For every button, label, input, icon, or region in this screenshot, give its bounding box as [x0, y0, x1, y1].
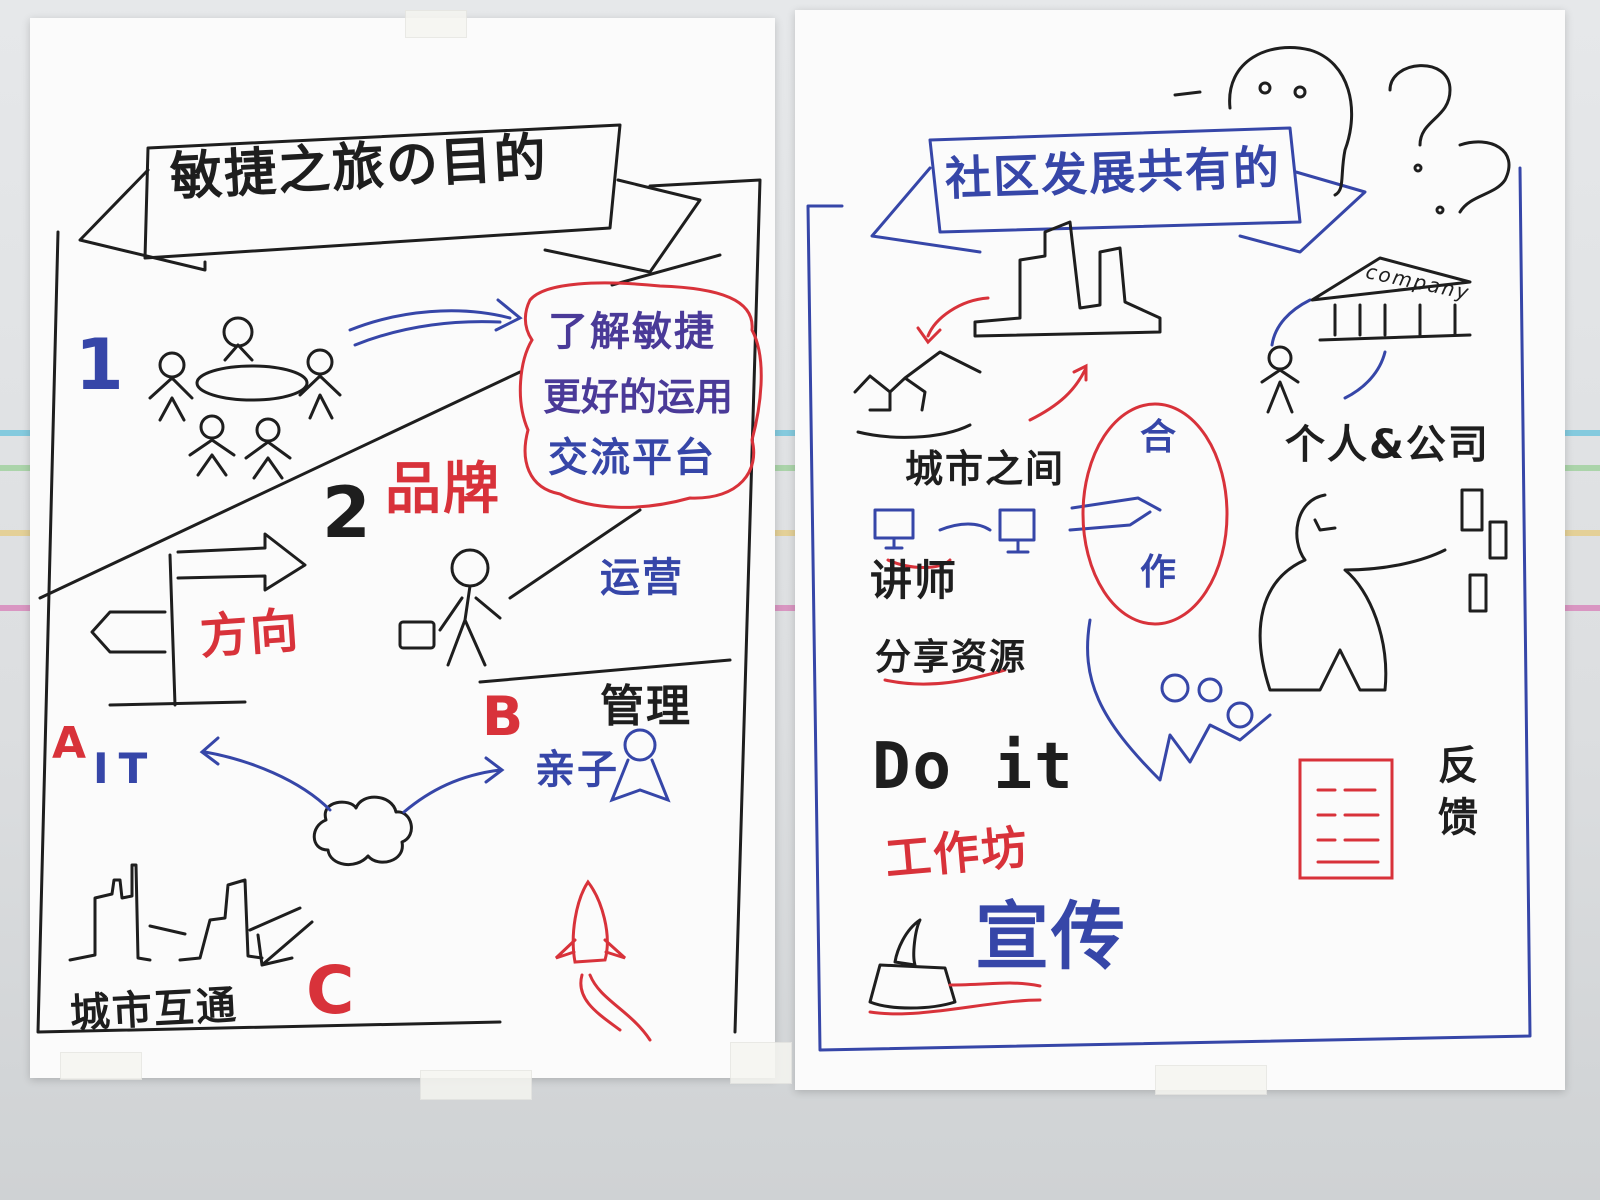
share-resources-label: 分享资源: [875, 637, 1028, 678]
letter-b: B: [482, 685, 526, 748]
letter-c: C: [306, 952, 357, 1029]
workshop-label: 工作坊: [882, 819, 1032, 887]
tape: [405, 10, 467, 38]
management-label: 管理: [600, 681, 692, 732]
left-poster: [30, 18, 775, 1078]
cooperation-label-top: 合: [1140, 417, 1179, 458]
cloud-line-1: 了解敏捷: [548, 309, 716, 355]
item2-label: 品牌: [385, 457, 501, 522]
parent-child-label: 亲子: [535, 747, 619, 793]
tape: [1155, 1065, 1267, 1095]
tape: [420, 1070, 532, 1100]
cooperation-label-bottom: 作: [1140, 552, 1179, 593]
tape: [60, 1052, 142, 1080]
item1-number: 1: [75, 324, 126, 406]
city-interop-label: 城市互通: [68, 982, 240, 1038]
cloud-line-3: 交流平台: [548, 435, 716, 481]
between-cities-label: 城市之间: [905, 447, 1066, 491]
promotion-label: 宣传: [975, 894, 1127, 980]
cloud-line-2: 更好的运用: [543, 375, 734, 419]
right-poster: [795, 10, 1565, 1090]
it-label: IT: [93, 744, 158, 793]
direction-label: 方向: [198, 602, 302, 666]
person-company-label: 个人&公司: [1285, 422, 1490, 468]
do-it-label: Do it: [872, 730, 1075, 804]
operations-label: 运营: [600, 555, 684, 601]
item2-number: 2: [322, 472, 373, 554]
feedback-label: 反馈: [1438, 743, 1480, 841]
right-banner-title: 社区发展共有的: [944, 140, 1282, 206]
lecturer-label: 讲师: [870, 556, 959, 605]
letter-a: A: [52, 718, 89, 769]
tape: [730, 1042, 792, 1084]
